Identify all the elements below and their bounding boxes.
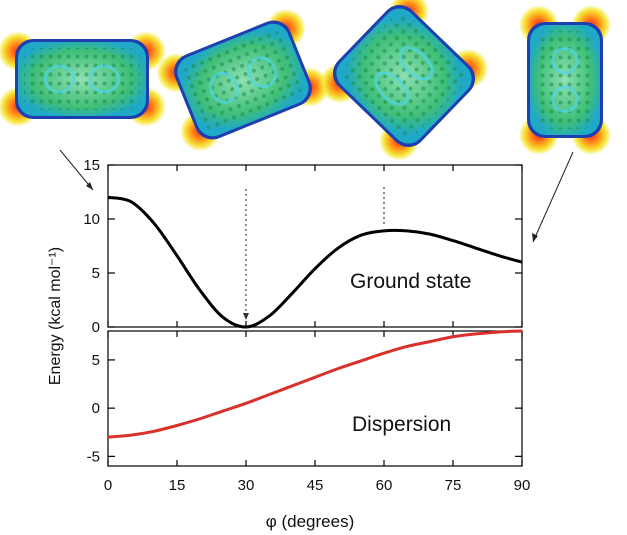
x-tick-label: 75 bbox=[445, 477, 462, 494]
x-axis-label: φ (degrees) bbox=[266, 512, 355, 531]
x-tick-label: 45 bbox=[307, 477, 324, 494]
connector-90-deg bbox=[532, 151, 574, 243]
ground-state-y-tick-label: 10 bbox=[83, 211, 100, 228]
dispersion-frame bbox=[107, 330, 523, 467]
connector-90-deg-head bbox=[532, 233, 538, 242]
ground-state-markers bbox=[243, 187, 385, 320]
x-tick-label: 30 bbox=[238, 477, 255, 494]
connector-arrows bbox=[59, 149, 574, 243]
dispersion-y-tick-label: -5 bbox=[87, 448, 100, 465]
x-tick-label: 0 bbox=[104, 477, 112, 494]
marker-30-deg-arrowhead bbox=[243, 313, 249, 320]
molecule-0-deg bbox=[0, 31, 166, 127]
molecule-90-deg bbox=[518, 5, 612, 155]
molecule-30-deg bbox=[156, 8, 330, 152]
connector-0-deg bbox=[59, 149, 94, 191]
molecule-60-deg bbox=[319, 0, 489, 161]
ground-state-label: Ground state bbox=[350, 270, 471, 293]
ground-state-y-tick-label: 15 bbox=[83, 157, 100, 174]
molecule-images bbox=[0, 0, 612, 161]
x-tick-label: 15 bbox=[169, 477, 186, 494]
dispersion-y-tick-label: 0 bbox=[92, 400, 100, 417]
dispersion-series-line bbox=[107, 329, 523, 439]
ground-state-panel: 0 5 10 15 Ground state bbox=[83, 157, 523, 336]
x-tick-label: 60 bbox=[376, 477, 393, 494]
y-axis-label: Energy (kcal mol⁻¹) bbox=[47, 247, 64, 385]
ground-state-y-ticks: 0 5 10 15 bbox=[83, 157, 523, 336]
x-tick-label: 90 bbox=[514, 477, 531, 494]
ground-state-y-tick-label: 5 bbox=[92, 265, 100, 282]
dispersion-y-tick-label: 5 bbox=[92, 352, 100, 369]
dispersion-y-ticks: -5 0 5 bbox=[87, 331, 523, 466]
connector-0-deg-head bbox=[86, 182, 93, 190]
ground-state-series-line bbox=[107, 195, 523, 329]
ground-state-y-tick-label: 0 bbox=[92, 319, 100, 336]
dispersion-label: Dispersion bbox=[352, 413, 451, 436]
x-axis-ticks: 0 15 30 45 60 75 90 bbox=[104, 477, 531, 494]
dispersion-panel: -5 0 5 Dispersion bbox=[87, 329, 523, 467]
